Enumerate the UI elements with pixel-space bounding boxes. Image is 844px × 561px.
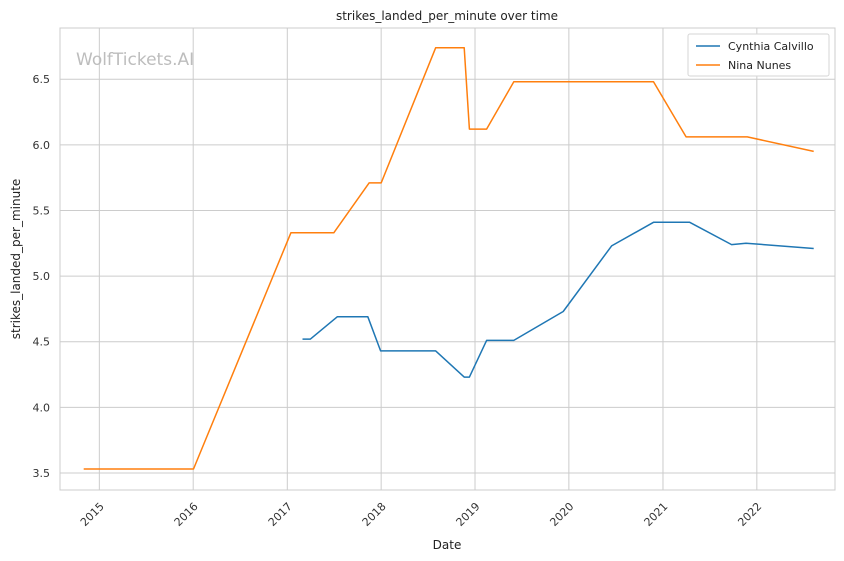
y-tick-label: 5.0 [33, 270, 51, 283]
watermark: WolfTickets.AI [76, 50, 194, 70]
legend: Cynthia Calvillo Nina Nunes [687, 33, 830, 77]
y-tick-label: 5.5 [33, 204, 51, 217]
y-tick-label: 6.0 [33, 139, 51, 152]
x-axis-title: Date [433, 538, 462, 552]
legend-label: Nina Nunes [728, 59, 791, 72]
grid [60, 28, 835, 490]
chart-title: strikes_landed_per_minute over time [336, 9, 558, 23]
y-axis-ticks: 3.5 4.0 4.5 5.0 5.5 6.0 6.5 [33, 73, 51, 480]
series-line-cynthia-calvillo [302, 221, 814, 378]
y-tick-label: 4.0 [33, 401, 51, 414]
y-tick-label: 4.5 [33, 336, 51, 349]
plot-frame [59, 27, 836, 491]
series-line-nina-nunes [83, 46, 814, 470]
y-tick-label: 6.5 [33, 73, 51, 86]
y-axis-title: strikes_landed_per_minute [9, 179, 23, 340]
series-layer [83, 46, 814, 470]
y-tick-label: 3.5 [33, 467, 51, 480]
legend-label: Cynthia Calvillo [728, 40, 814, 53]
legend-box [687, 33, 830, 77]
